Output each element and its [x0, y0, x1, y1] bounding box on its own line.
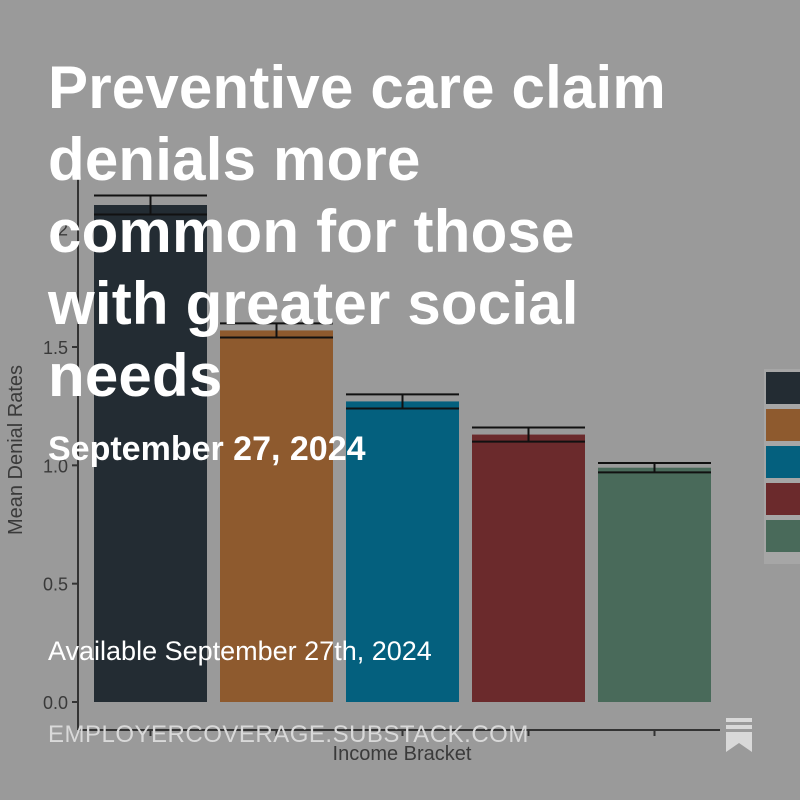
x-axis-label: Income Bracket [333, 743, 472, 765]
plot-area: 0.0 0.5 1.0 1.5 2 [43, 170, 720, 736]
legend [764, 369, 800, 564]
y-axis-label: Mean Denial Rates [5, 365, 27, 535]
y-tick-label: 2 [58, 220, 68, 240]
legend-swatch [766, 409, 800, 441]
legend-swatch [766, 520, 800, 552]
legend-swatch [766, 446, 800, 478]
y-tick-label: 0.0 [43, 693, 68, 713]
bar [220, 330, 333, 702]
legend-swatch [766, 483, 800, 515]
bookmark-icon[interactable] [724, 718, 754, 752]
post-date: September 27, 2024 [48, 430, 366, 468]
y-tick-label: 1.5 [43, 338, 68, 358]
y-tick-label: 0.5 [43, 575, 68, 595]
bar [472, 434, 585, 702]
bar [94, 205, 207, 702]
availability-text: Available September 27th, 2024 [48, 636, 432, 666]
post-title[interactable]: Preventive care claim denials more commo… [48, 54, 666, 409]
y-tick-label: 1.0 [43, 456, 68, 476]
site-domain[interactable]: EMPLOYERCOVERAGE.SUBSTACK.COM [48, 721, 529, 748]
bar [346, 401, 459, 702]
bar [598, 467, 711, 702]
legend-swatch [766, 372, 800, 404]
